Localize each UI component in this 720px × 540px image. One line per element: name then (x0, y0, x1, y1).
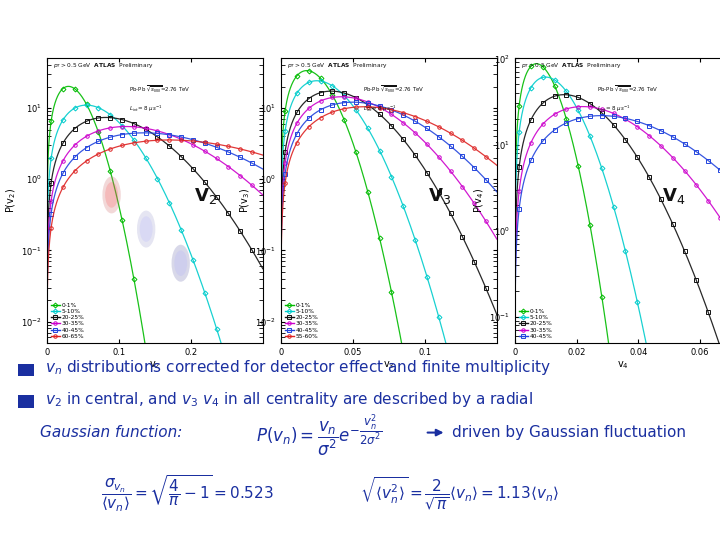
Text: $L_{int}$= 8 $\mu s^{-1}$: $L_{int}$= 8 $\mu s^{-1}$ (363, 104, 397, 114)
Legend: 0-1%, 5-10%, 20-25%, 30-35%, 40-45%, 60-65%: 0-1%, 5-10%, 20-25%, 30-35%, 40-45%, 60-… (50, 301, 86, 340)
Text: V$_{2}$: V$_{2}$ (194, 186, 217, 206)
Ellipse shape (102, 177, 121, 213)
Text: $\dfrac{\sigma_{v_n}}{\langle v_n \rangle} = \sqrt{\dfrac{4}{\pi}-1} = 0.523$: $\dfrac{\sigma_{v_n}}{\langle v_n \rangl… (101, 474, 274, 514)
Y-axis label: P(v$_2$): P(v$_2$) (5, 188, 18, 213)
Text: $v_n$ distributions corrected for detector effect and finite multiplicity: $v_n$ distributions corrected for detect… (45, 358, 551, 377)
Text: V$_{3}$: V$_{3}$ (428, 186, 451, 206)
Text: $P(v_n) = \dfrac{v_n}{\sigma^2}e^{-\dfrac{v_n^2}{2\sigma^2}}$: $P(v_n) = \dfrac{v_n}{\sigma^2}e^{-\dfra… (256, 413, 382, 458)
Text: $v_2$ in central, and $v_3$ $v_4$ in all centrality are described by a radial: $v_2$ in central, and $v_3$ $v_4$ in all… (45, 389, 533, 409)
Ellipse shape (105, 182, 118, 208)
Text: Pb-Pb $\overline{\sqrt{s_{NN}}}$=2.76 TeV: Pb-Pb $\overline{\sqrt{s_{NN}}}$=2.76 Te… (597, 84, 659, 96)
Text: $L_{int}$= 8 $\mu s^{-1}$: $L_{int}$= 8 $\mu s^{-1}$ (129, 104, 163, 114)
Text: Pb-Pb $\overline{\sqrt{s_{NN}}}$=2.76 TeV: Pb-Pb $\overline{\sqrt{s_{NN}}}$=2.76 Te… (363, 84, 425, 96)
Text: $p_T>0.5$ GeV  $\bf{ATLAS}$  Preliminary: $p_T>0.5$ GeV $\bf{ATLAS}$ Preliminary (521, 61, 622, 70)
Text: Pb-Pb $\overline{\sqrt{s_{NN}}}$=2.76 TeV: Pb-Pb $\overline{\sqrt{s_{NN}}}$=2.76 Te… (129, 84, 191, 96)
Text: $p_T>0.5$ GeV  $\bf{ATLAS}$  Preliminary: $p_T>0.5$ GeV $\bf{ATLAS}$ Preliminary (287, 61, 388, 70)
Text: $\sqrt{\langle v_n^2 \rangle} = \dfrac{2}{\sqrt{\pi}}\langle v_n \rangle = 1.13\: $\sqrt{\langle v_n^2 \rangle} = \dfrac{2… (360, 476, 559, 512)
Y-axis label: P(v$_4$): P(v$_4$) (473, 188, 487, 213)
X-axis label: v$_4$: v$_4$ (617, 360, 629, 372)
Ellipse shape (174, 251, 187, 276)
Text: driven by Gaussian fluctuation: driven by Gaussian fluctuation (452, 425, 686, 440)
Text: $L_{int}$= 8 $\mu s^{-1}$: $L_{int}$= 8 $\mu s^{-1}$ (597, 104, 631, 114)
Text: Flow probability distributions: Flow probability distributions (127, 15, 593, 43)
Y-axis label: P(v$_3$): P(v$_3$) (239, 188, 252, 213)
Bar (18, 395, 34, 408)
Legend: 0-1%, 5-10%, 20-25%, 30-35%, 40-45%: 0-1%, 5-10%, 20-25%, 30-35%, 40-45% (518, 308, 554, 340)
Text: Gaussian function:: Gaussian function: (40, 425, 182, 440)
Text: 21: 21 (688, 13, 709, 31)
Text: $p_T>0.5$ GeV  $\bf{ATLAS}$  Preliminary: $p_T>0.5$ GeV $\bf{ATLAS}$ Preliminary (53, 61, 154, 70)
Legend: 0-1%, 5-10%, 20-25%, 30-35%, 40-45%, 55-60%: 0-1%, 5-10%, 20-25%, 30-35%, 40-45%, 55-… (284, 301, 320, 340)
Ellipse shape (140, 216, 153, 242)
X-axis label: v$_3$: v$_3$ (383, 360, 395, 372)
Ellipse shape (171, 245, 190, 282)
Ellipse shape (137, 211, 156, 247)
X-axis label: v$_2$: v$_2$ (149, 360, 161, 372)
Bar (18, 363, 34, 376)
Text: V$_{4}$: V$_{4}$ (662, 186, 685, 206)
